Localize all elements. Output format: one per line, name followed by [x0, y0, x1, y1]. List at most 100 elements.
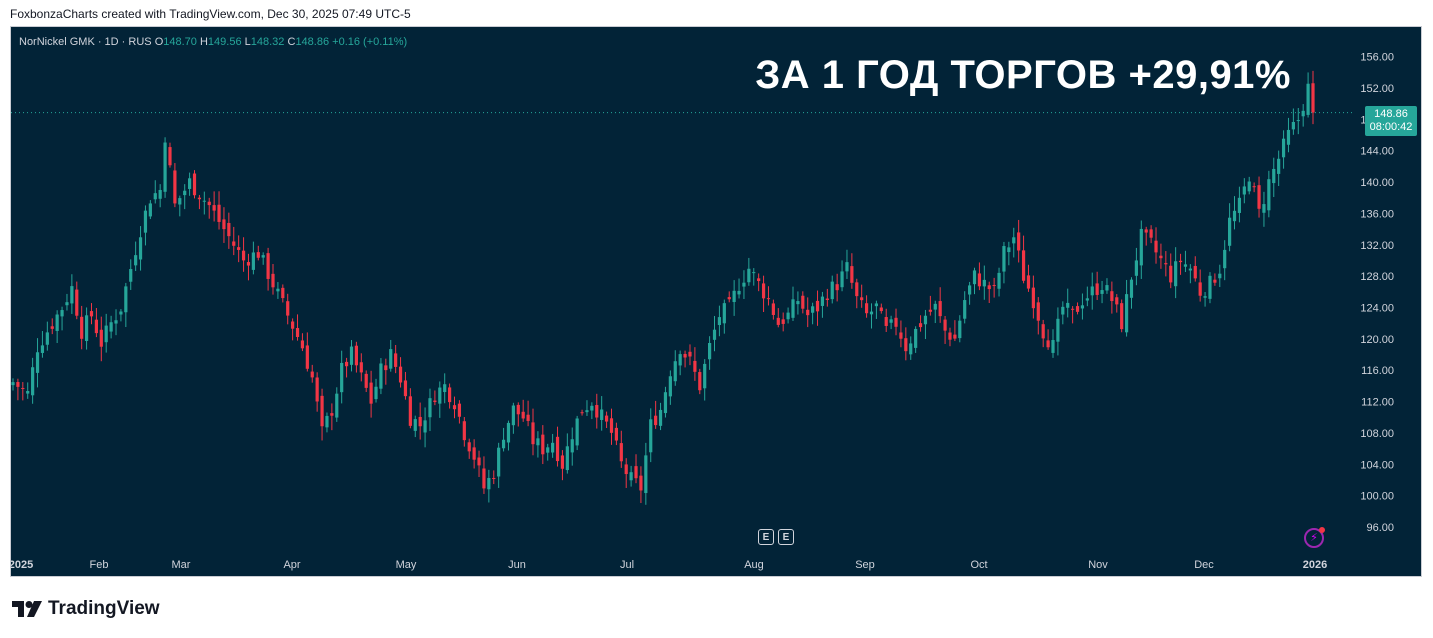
candle-body [315, 377, 319, 402]
earnings-badge[interactable]: E [758, 529, 774, 545]
candle [747, 257, 751, 286]
candle [1085, 286, 1089, 307]
candle [40, 331, 45, 358]
candle-body [227, 222, 231, 237]
candle [55, 310, 59, 344]
candle [109, 315, 113, 339]
candle [227, 212, 231, 249]
candle [349, 340, 354, 372]
candlestick-chart[interactable]: 156.00152.00148.00144.00140.00136.00132.… [11, 27, 1422, 577]
tradingview-brand[interactable]: TradingView [12, 598, 160, 620]
y-tick-label: 104.00 [1360, 459, 1394, 471]
candle [737, 278, 741, 299]
candle-body [340, 362, 344, 393]
candle-body [923, 315, 928, 325]
candle [511, 402, 515, 434]
candle-body [977, 273, 982, 287]
candle-body [1110, 291, 1114, 302]
candle [1252, 182, 1256, 193]
legend-high-label: H [199, 36, 208, 48]
candle [183, 184, 187, 210]
candle-body [237, 247, 241, 250]
candle [526, 400, 530, 427]
candle [1208, 272, 1212, 304]
candle [1193, 256, 1197, 282]
candle-body [668, 376, 672, 397]
candle [330, 403, 334, 431]
candle-body [251, 252, 255, 270]
candle-body [963, 300, 967, 319]
candle [948, 327, 952, 347]
candle-body [1223, 249, 1227, 269]
candle [197, 194, 202, 210]
candle [752, 268, 756, 286]
candle-body [492, 478, 496, 480]
candle [1007, 241, 1011, 266]
candle-body [958, 320, 962, 339]
candle-body [94, 319, 98, 334]
chart-area[interactable]: 156.00152.00148.00144.00140.00136.00132.… [10, 26, 1422, 577]
candle [1149, 225, 1153, 244]
x-axis: 2025 Feb Mar Apr May Jun Jul Aug Sep Oct Nov Dec 202… [11, 559, 1327, 571]
y-tick-label: 132.00 [1360, 240, 1394, 252]
candle-body [928, 309, 932, 312]
candle-body [16, 382, 20, 387]
candle [148, 200, 152, 220]
candle-body [359, 362, 363, 373]
candle-body [467, 442, 471, 452]
candle [124, 282, 128, 328]
y-tick-label: 156.00 [1360, 52, 1394, 64]
candle-body [1129, 279, 1134, 298]
candle-body [1242, 186, 1246, 195]
candle-body [644, 455, 648, 494]
candle-body [551, 442, 555, 453]
candle-body [717, 317, 722, 326]
candle [359, 353, 363, 382]
candle [1286, 117, 1291, 153]
earnings-badge[interactable]: E [778, 529, 794, 545]
candle-body [580, 412, 584, 414]
x-tick-label: Jun [508, 559, 526, 571]
candle-body [305, 345, 309, 369]
legend-close-value: 148.86 [295, 36, 330, 48]
candle [766, 286, 771, 306]
candle [673, 350, 677, 386]
candle-body [982, 279, 986, 287]
candle-body [737, 290, 741, 295]
candle-body [413, 419, 417, 431]
candle-body [1296, 120, 1300, 122]
candle [982, 265, 986, 300]
candle-body [531, 422, 535, 445]
candle-body [1159, 255, 1163, 259]
lightning-icon[interactable]: ⚡ [1304, 527, 1325, 548]
candle-body [727, 297, 731, 300]
candle-body [1286, 129, 1291, 145]
candle [1051, 329, 1055, 358]
candle-body [703, 363, 707, 389]
candle-body [438, 387, 442, 404]
candle [565, 433, 569, 474]
candle [1213, 273, 1217, 286]
candle-body [114, 320, 118, 324]
candle-body [516, 404, 520, 415]
candle-body [1090, 286, 1094, 296]
candle [801, 291, 805, 314]
candle-body [815, 300, 820, 312]
candle-body [1021, 250, 1026, 281]
candle-body [207, 201, 211, 206]
candle [968, 281, 972, 305]
candle [1296, 107, 1300, 135]
candle [256, 245, 260, 261]
candle [688, 344, 692, 366]
candle-body [634, 466, 638, 479]
x-tick-label: May [396, 559, 417, 571]
tradingview-logo-icon [12, 601, 42, 617]
candle-body [462, 421, 466, 441]
x-tick-label: Dec [1194, 559, 1214, 571]
candle [639, 466, 643, 504]
candle [1080, 293, 1085, 320]
candle [80, 305, 84, 350]
candle [1218, 264, 1222, 288]
candle [992, 277, 996, 298]
candle-body [771, 303, 775, 315]
